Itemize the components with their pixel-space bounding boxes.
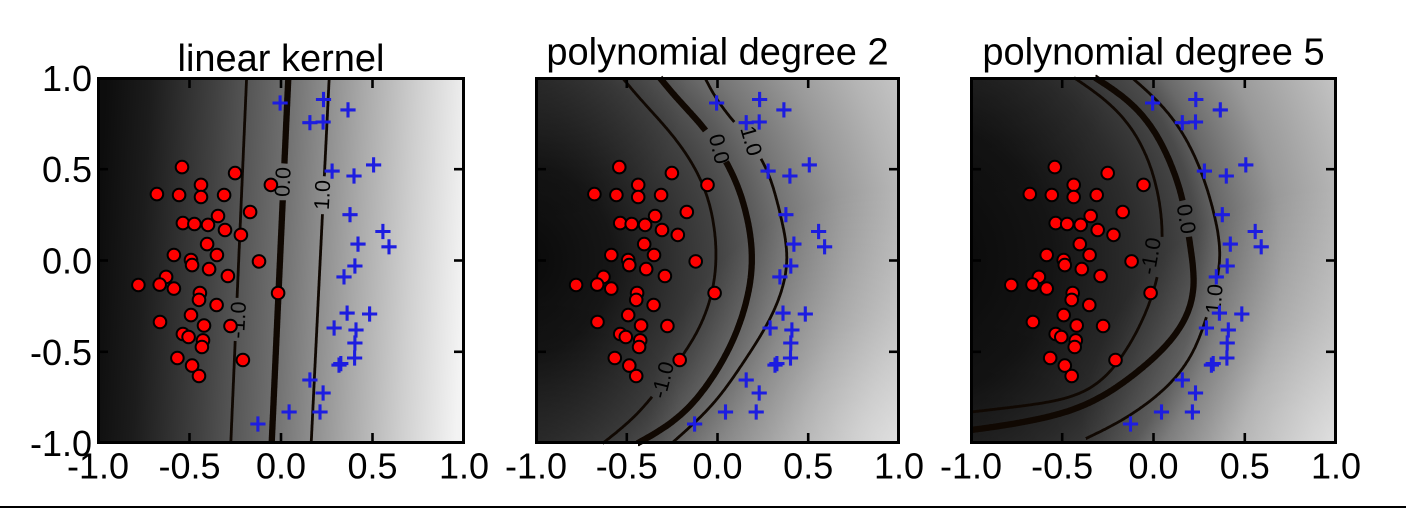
- svg-text:0.0: 0.0: [42, 241, 92, 282]
- svg-text:polynomial degree 2: polynomial degree 2: [546, 32, 888, 74]
- svg-text:1.0: 1.0: [439, 446, 489, 487]
- svg-text:1.0: 1.0: [1311, 446, 1361, 487]
- svg-text:0.0: 0.0: [692, 446, 742, 487]
- svg-text:0.5: 0.5: [783, 446, 833, 487]
- svg-text:1.0: 1.0: [1201, 283, 1228, 315]
- svg-text:-0.5: -0.5: [596, 446, 658, 487]
- svg-text:0.5: 0.5: [347, 446, 397, 487]
- svg-text:-0.5: -0.5: [30, 332, 92, 373]
- svg-text:-1.0: -1.0: [940, 446, 1002, 487]
- svg-text:linear kernel: linear kernel: [178, 38, 385, 80]
- svg-text:1.0: 1.0: [310, 179, 336, 210]
- svg-text:-0.5: -0.5: [1031, 446, 1093, 487]
- svg-text:0.5: 0.5: [1220, 446, 1270, 487]
- svg-text:0.5: 0.5: [42, 149, 92, 190]
- svg-text:0.0: 0.0: [256, 446, 306, 487]
- svg-text:1.0: 1.0: [874, 446, 924, 487]
- svg-text:-0.5: -0.5: [158, 446, 220, 487]
- svg-text:0.0: 0.0: [1172, 202, 1201, 236]
- svg-text:-1.0: -1.0: [505, 446, 567, 487]
- svg-text:-1.0: -1.0: [67, 446, 129, 487]
- svg-text:0.0: 0.0: [1128, 446, 1178, 487]
- svg-text:polynomial degree 5: polynomial degree 5: [982, 32, 1324, 74]
- svg-text:-1.0: -1.0: [30, 423, 92, 464]
- svg-text:1.0: 1.0: [42, 58, 92, 99]
